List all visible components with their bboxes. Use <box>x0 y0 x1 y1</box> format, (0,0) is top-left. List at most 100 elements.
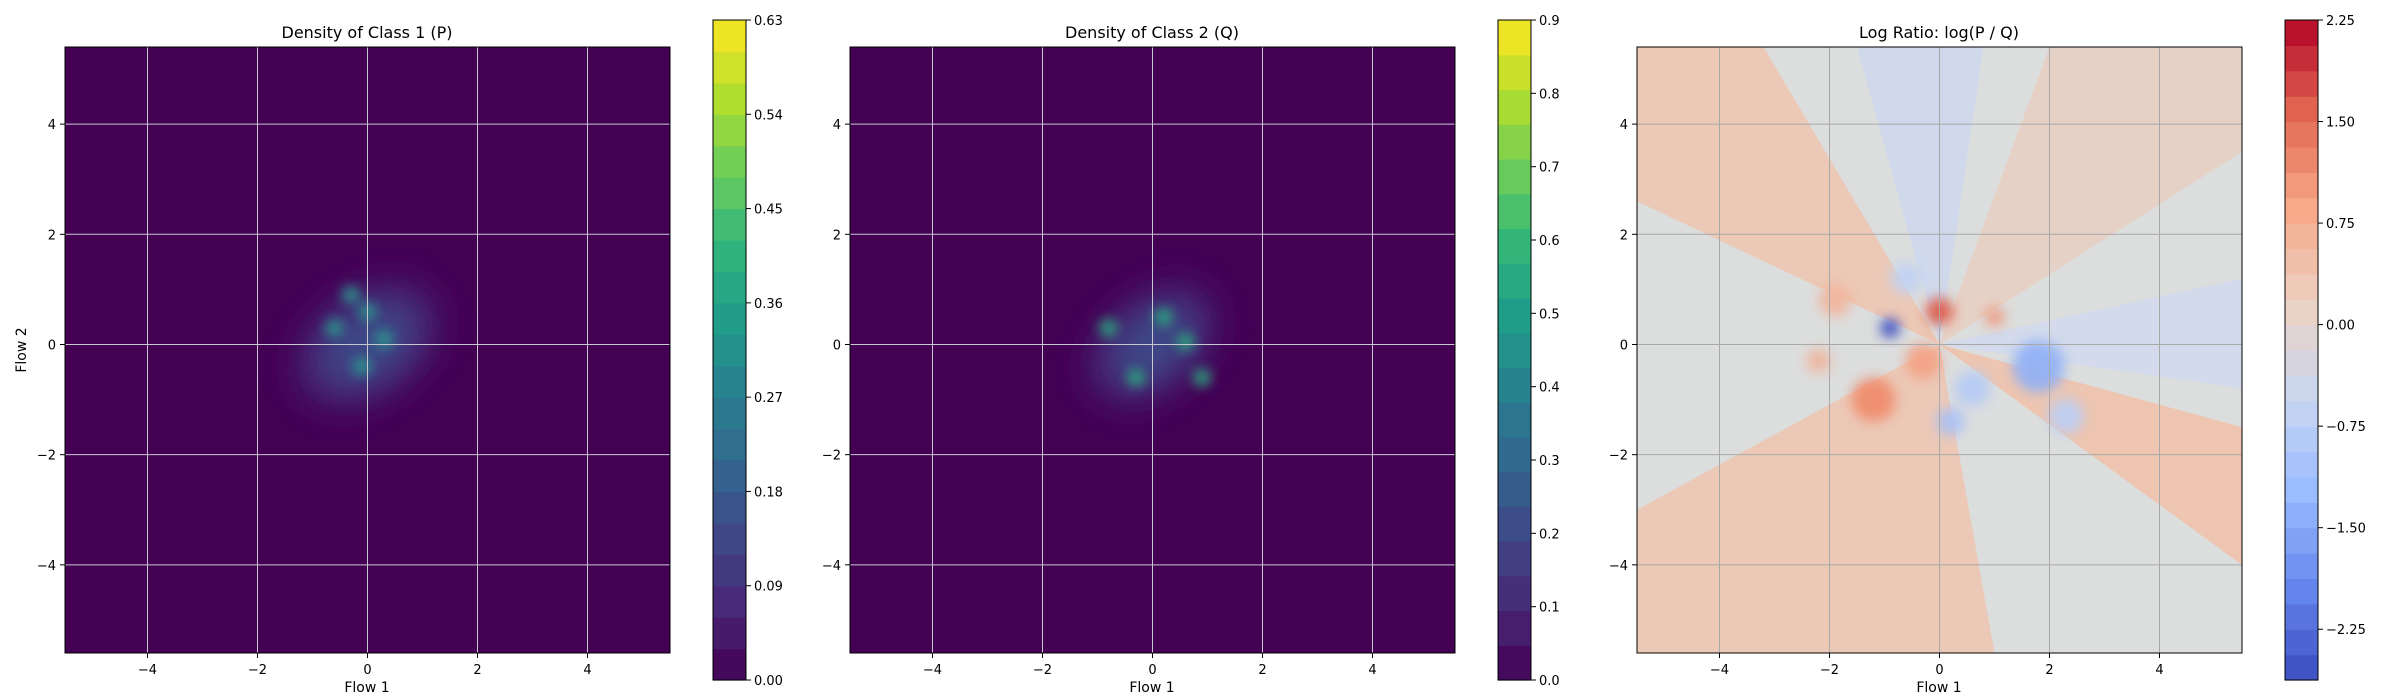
y-tick-label: −2 <box>822 449 841 464</box>
colorbar-tick-label: −1.50 <box>2326 522 2366 537</box>
colorbar-band <box>1498 20 1531 56</box>
x-axis: −4 −2 0 2 4 <box>923 653 1377 678</box>
x-tick-label: −4 <box>1710 663 1729 678</box>
density-peak <box>325 318 344 337</box>
panel-title: Density of Class 2 (Q) <box>1065 23 1239 42</box>
density-peak <box>1193 368 1211 387</box>
colorbar-band <box>1498 228 1531 264</box>
colorbar-band <box>2285 476 2318 503</box>
ratio-spot <box>1851 377 1896 422</box>
colorbar-tick-label: 0.18 <box>754 485 783 500</box>
colorbar-frame <box>712 19 747 681</box>
colorbar: −2.25 −1.50 −0.75 0.00 0.75 1.50 2.25 <box>2284 14 2366 681</box>
colorbar-tick-label: −0.75 <box>2326 420 2366 435</box>
colorbar-tick-label: 0.54 <box>754 108 783 123</box>
ratio-spot <box>1984 306 2005 327</box>
colorbar-tick-label: 0.2 <box>1539 527 1560 542</box>
x-tick-label: −2 <box>1820 663 1839 678</box>
x-tick-label: 4 <box>583 663 591 678</box>
colorbar-band <box>713 428 746 461</box>
colorbar-band <box>713 271 746 304</box>
colorbar-band <box>2285 273 2318 300</box>
ratio-spot <box>1905 343 1941 380</box>
colorbar-band <box>1498 263 1531 299</box>
colorbar-tick-label: 0.45 <box>754 203 783 218</box>
y-tick-label: 4 <box>833 118 841 133</box>
colorbar-band <box>1498 124 1531 160</box>
colorbar-tick-label: 0.09 <box>754 580 783 595</box>
x-axis-label: Flow 1 <box>344 680 389 696</box>
colorbar-band <box>713 522 746 555</box>
ratio-spot <box>1954 370 1991 407</box>
x-tick-label: 0 <box>1935 663 1943 678</box>
colorbar-band <box>1498 436 1531 473</box>
grid-lines <box>1637 47 2242 653</box>
y-tick-label: 2 <box>833 228 841 243</box>
ratio-spot <box>2048 398 2084 435</box>
x-tick-label: −4 <box>138 663 157 678</box>
x-tick-label: 0 <box>1148 663 1156 678</box>
ratio-region <box>1939 278 2242 389</box>
colorbar-band <box>1498 89 1531 125</box>
panel-log-ratio: Log Ratio: log(P / Q) −4 −2 0 2 4 −4 −2 0 2 4 Fl… <box>1609 14 2366 696</box>
colorbar-band <box>1498 471 1531 507</box>
colorbar-band <box>2285 578 2318 605</box>
colorbar-band <box>2285 96 2318 123</box>
colorbar-band <box>713 491 746 524</box>
colorbar-band <box>1498 402 1531 438</box>
colorbar-band <box>713 177 746 210</box>
x-tick-label: 2 <box>1258 663 1266 678</box>
colorbar-band <box>2285 451 2318 478</box>
x-tick-label: 4 <box>1368 663 1376 678</box>
colorbar-frame <box>1497 19 1532 681</box>
y-tick-label: 2 <box>48 228 56 243</box>
colorbar-band <box>2285 629 2318 656</box>
x-axis-label: Flow 1 <box>1129 680 1174 696</box>
colorbar-band <box>1498 297 1531 334</box>
y-tick-label: −4 <box>822 559 841 574</box>
panel-title: Log Ratio: log(P / Q) <box>1859 23 2019 42</box>
colorbar-band <box>2285 70 2318 97</box>
colorbar-tick-label: 0.36 <box>754 297 783 312</box>
colorbar-band <box>1498 332 1531 368</box>
colorbar-tick-label: 1.50 <box>2326 116 2355 131</box>
colorbar: 0.0 0.1 0.2 0.3 0.4 0.5 0.6 0.7 0.8 0.9 <box>1497 14 1560 689</box>
colorbar-band <box>2285 502 2318 529</box>
y-tick-label: 2 <box>1620 228 1628 243</box>
ratio-spot <box>1806 349 1831 374</box>
density-peak <box>375 329 393 348</box>
ratio-region <box>1637 344 1995 653</box>
colorbar-band <box>713 365 746 398</box>
colorbar-band <box>2285 172 2318 199</box>
ratio-spot <box>2012 340 2065 393</box>
colorbar-band <box>1498 575 1531 612</box>
x-tick-label: 2 <box>473 663 481 678</box>
colorbar-band <box>1498 645 1531 681</box>
colorbar-band <box>2285 553 2318 580</box>
plot-area <box>65 47 670 653</box>
colorbar-band <box>713 145 746 178</box>
colorbar-band <box>2285 197 2318 224</box>
x-tick-label: −2 <box>248 663 267 678</box>
colorbar-band <box>2285 121 2318 148</box>
y-tick-label: 0 <box>833 338 841 353</box>
panel-class1-density: Density of Class 1 (P) −4 −2 0 2 4 −4 −2 0 2 4 F… <box>14 14 783 696</box>
grid-lines <box>850 47 1455 653</box>
colorbar-band <box>1498 541 1531 577</box>
colorbar-band <box>1498 506 1531 542</box>
colorbar-band <box>2285 654 2318 681</box>
density-peak <box>353 357 371 376</box>
panel-class2-density: Density of Class 2 (Q) −4 −2 0 2 4 −4 −2 0 2 4 F… <box>822 14 1560 696</box>
colorbar-band <box>2285 350 2318 376</box>
colorbar-band <box>1498 158 1531 195</box>
colorbar-band <box>2285 603 2318 630</box>
colorbar-band <box>2285 146 2318 173</box>
colorbar-tick-label: 0.8 <box>1539 87 1560 102</box>
colorbar-band <box>713 302 746 335</box>
panel-title: Density of Class 1 (P) <box>282 23 453 42</box>
y-tick-label: −4 <box>37 559 56 574</box>
colorbar-tick-label: 0.6 <box>1539 234 1560 249</box>
colorbar-band <box>2285 45 2318 72</box>
x-axis: −4 −2 0 2 4 <box>1710 653 2164 678</box>
density-peak <box>342 285 360 304</box>
